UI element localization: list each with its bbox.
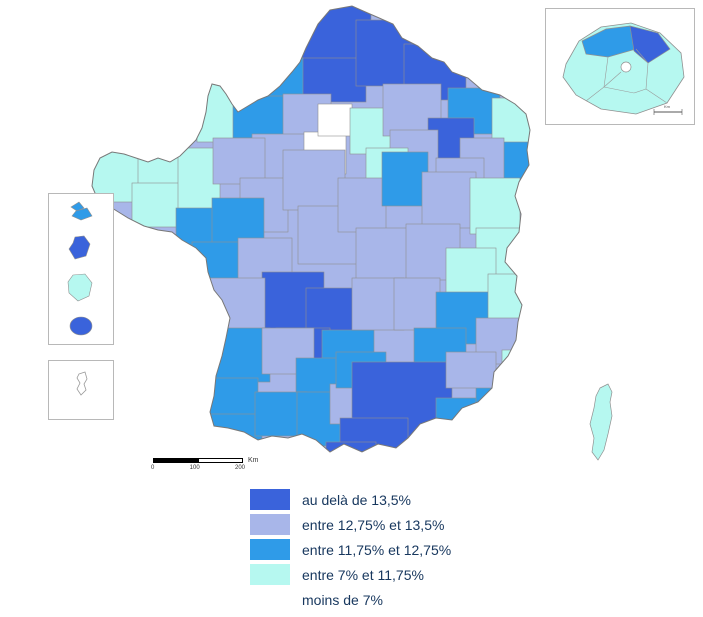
scale-bar-graphic — [153, 458, 243, 463]
legend-label: entre 12,75% et 13,5% — [302, 516, 445, 533]
inset-scale-label: Km — [664, 104, 671, 109]
legend-swatch-white — [250, 589, 290, 610]
overseas-territories-box — [48, 193, 114, 345]
legend-label: entre 7% et 11,75% — [302, 566, 424, 583]
corsica-shape — [589, 383, 613, 461]
legend-item: entre 11,75% et 12,75% — [250, 537, 451, 562]
scale-bar: Km 0 100 200 — [151, 457, 263, 471]
legend-swatch-pale-cyan — [250, 564, 290, 585]
mayotte-box — [48, 360, 114, 420]
scale-unit-label: Km — [248, 457, 259, 464]
scale-segment-filled — [154, 459, 198, 462]
legend-label: au delà de 13,5% — [302, 491, 411, 508]
idf-paris-shape — [620, 61, 632, 73]
scale-tick-200: 200 — [234, 465, 245, 471]
legend-swatch-dark-blue — [250, 489, 290, 510]
guyane-shape — [67, 273, 93, 302]
scale-tick-0: 0 — [151, 465, 155, 471]
scale-ticks: 0 100 200 — [151, 465, 245, 471]
idf-dept-borders — [585, 48, 668, 104]
scale-tick-100: 100 — [189, 465, 200, 471]
mayotte-shape — [76, 371, 88, 396]
legend-label: moins de 7% — [302, 591, 383, 608]
ile-de-france-map: Km — [562, 22, 685, 115]
legend-swatch-periwinkle — [250, 514, 290, 535]
legend-item: entre 12,75% et 13,5% — [250, 512, 451, 537]
france-outline — [91, 5, 531, 453]
legend: au delà de 13,5% entre 12,75% et 13,5% e… — [250, 487, 451, 612]
legend-item: entre 7% et 11,75% — [250, 562, 451, 587]
scale-segment-empty — [197, 459, 242, 462]
legend-item: au delà de 13,5% — [250, 487, 451, 512]
legend-item: moins de 7% — [250, 587, 451, 612]
ile-de-france-inset: Km — [545, 8, 695, 125]
legend-label: entre 11,75% et 12,75% — [302, 541, 452, 558]
inset-scale-bar: Km — [653, 104, 683, 115]
reunion-shape — [69, 316, 93, 336]
martinique-shape — [68, 235, 91, 260]
guadeloupe-shape — [70, 201, 93, 221]
legend-swatch-medium-blue — [250, 539, 290, 560]
